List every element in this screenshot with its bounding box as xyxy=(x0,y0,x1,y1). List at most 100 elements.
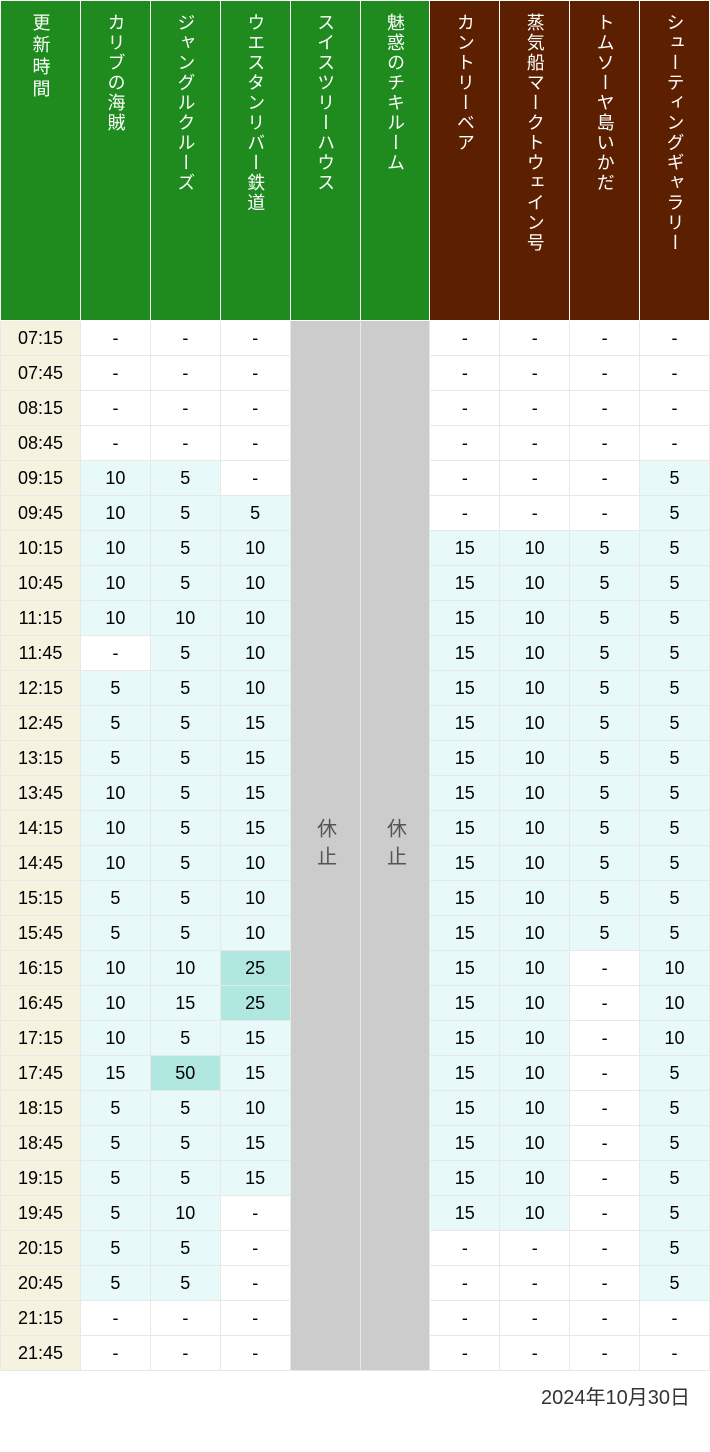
header-label: 蒸気船マークトウェイン号 xyxy=(522,13,548,253)
data-cell: - xyxy=(500,496,570,531)
data-cell: - xyxy=(81,1336,151,1371)
data-cell: 10 xyxy=(81,531,151,566)
data-cell: 5 xyxy=(150,496,220,531)
data-cell: - xyxy=(570,1196,640,1231)
data-cell: 5 xyxy=(150,671,220,706)
data-cell: 10 xyxy=(220,1091,290,1126)
data-table: 更新時間カリブの海賊ジャングルクルーズウエスタンリバー鉄道スイスツリーハウス魅惑… xyxy=(0,0,710,1371)
time-cell: 16:15 xyxy=(1,951,81,986)
data-cell: 5 xyxy=(81,916,151,951)
data-cell: 15 xyxy=(430,671,500,706)
data-cell: 5 xyxy=(640,881,710,916)
data-cell: 5 xyxy=(150,741,220,776)
header-label: トムソーヤ島いかだ xyxy=(592,13,618,193)
data-cell: - xyxy=(640,356,710,391)
data-cell: 10 xyxy=(81,601,151,636)
data-cell: - xyxy=(570,1126,640,1161)
data-cell: 5 xyxy=(220,496,290,531)
data-cell: - xyxy=(81,636,151,671)
column-header: ジャングルクルーズ xyxy=(150,1,220,321)
time-cell: 13:15 xyxy=(1,741,81,776)
data-cell: - xyxy=(570,461,640,496)
data-cell: 5 xyxy=(570,916,640,951)
data-cell: 10 xyxy=(500,601,570,636)
data-cell: 10 xyxy=(81,811,151,846)
data-cell: 15 xyxy=(430,1091,500,1126)
data-cell: 15 xyxy=(220,1161,290,1196)
data-cell: 5 xyxy=(640,461,710,496)
data-cell: 15 xyxy=(220,1126,290,1161)
data-cell: 15 xyxy=(430,846,500,881)
data-cell: - xyxy=(640,426,710,461)
data-cell: - xyxy=(500,321,570,356)
data-cell: - xyxy=(220,1266,290,1301)
data-cell: 10 xyxy=(500,881,570,916)
data-cell: 10 xyxy=(220,881,290,916)
time-cell: 07:45 xyxy=(1,356,81,391)
header-label: スイスツリーハウス xyxy=(312,13,338,193)
data-cell: - xyxy=(500,1266,570,1301)
data-cell: - xyxy=(430,1266,500,1301)
column-header: トムソーヤ島いかだ xyxy=(570,1,640,321)
data-cell: - xyxy=(570,496,640,531)
data-cell: 5 xyxy=(150,531,220,566)
data-cell: 5 xyxy=(640,531,710,566)
data-cell: 10 xyxy=(500,1021,570,1056)
wait-time-table: 更新時間カリブの海賊ジャングルクルーズウエスタンリバー鉄道スイスツリーハウス魅惑… xyxy=(0,0,710,1420)
data-cell: 10 xyxy=(150,951,220,986)
data-cell: 5 xyxy=(640,671,710,706)
data-cell: 5 xyxy=(81,1126,151,1161)
data-cell: - xyxy=(430,461,500,496)
data-cell: 5 xyxy=(640,496,710,531)
time-cell: 16:45 xyxy=(1,986,81,1021)
time-cell: 11:15 xyxy=(1,601,81,636)
data-cell: 5 xyxy=(81,706,151,741)
data-cell: 5 xyxy=(150,1021,220,1056)
data-cell: - xyxy=(150,1336,220,1371)
data-cell: - xyxy=(430,426,500,461)
header-label: カントリーベア xyxy=(452,13,478,153)
data-cell: 15 xyxy=(430,636,500,671)
data-cell: - xyxy=(81,391,151,426)
data-cell: 15 xyxy=(81,1056,151,1091)
data-cell: 15 xyxy=(430,1161,500,1196)
data-cell: - xyxy=(570,951,640,986)
data-cell: 5 xyxy=(150,1231,220,1266)
data-cell: 5 xyxy=(150,706,220,741)
time-cell: 17:15 xyxy=(1,1021,81,1056)
data-cell: 5 xyxy=(640,1091,710,1126)
data-cell: - xyxy=(430,356,500,391)
closed-cell: 休止 xyxy=(290,321,360,1371)
data-cell: 5 xyxy=(640,566,710,601)
data-cell: 15 xyxy=(430,531,500,566)
data-cell: - xyxy=(81,356,151,391)
data-cell: 15 xyxy=(220,1056,290,1091)
column-header: 蒸気船マークトウェイン号 xyxy=(500,1,570,321)
data-cell: 5 xyxy=(640,1161,710,1196)
data-cell: 5 xyxy=(150,1126,220,1161)
data-cell: - xyxy=(500,356,570,391)
data-cell: - xyxy=(500,1301,570,1336)
data-cell: - xyxy=(150,426,220,461)
data-cell: 10 xyxy=(500,1126,570,1161)
data-cell: 5 xyxy=(81,741,151,776)
data-cell: 5 xyxy=(570,846,640,881)
data-cell: 5 xyxy=(640,1231,710,1266)
time-cell: 18:45 xyxy=(1,1126,81,1161)
data-cell: 15 xyxy=(150,986,220,1021)
data-cell: 10 xyxy=(500,706,570,741)
data-cell: 5 xyxy=(570,706,640,741)
column-header: ウエスタンリバー鉄道 xyxy=(220,1,290,321)
data-cell: 10 xyxy=(640,986,710,1021)
data-cell: 10 xyxy=(150,1196,220,1231)
data-cell: - xyxy=(570,1336,640,1371)
time-cell: 12:45 xyxy=(1,706,81,741)
data-cell: 15 xyxy=(430,986,500,1021)
data-cell: 5 xyxy=(81,881,151,916)
data-cell: 5 xyxy=(150,566,220,601)
header-label: ウエスタンリバー鉄道 xyxy=(242,13,268,213)
time-cell: 10:45 xyxy=(1,566,81,601)
data-cell: 10 xyxy=(500,1056,570,1091)
column-header: 魅惑のチキルーム xyxy=(360,1,430,321)
data-cell: 5 xyxy=(570,741,640,776)
